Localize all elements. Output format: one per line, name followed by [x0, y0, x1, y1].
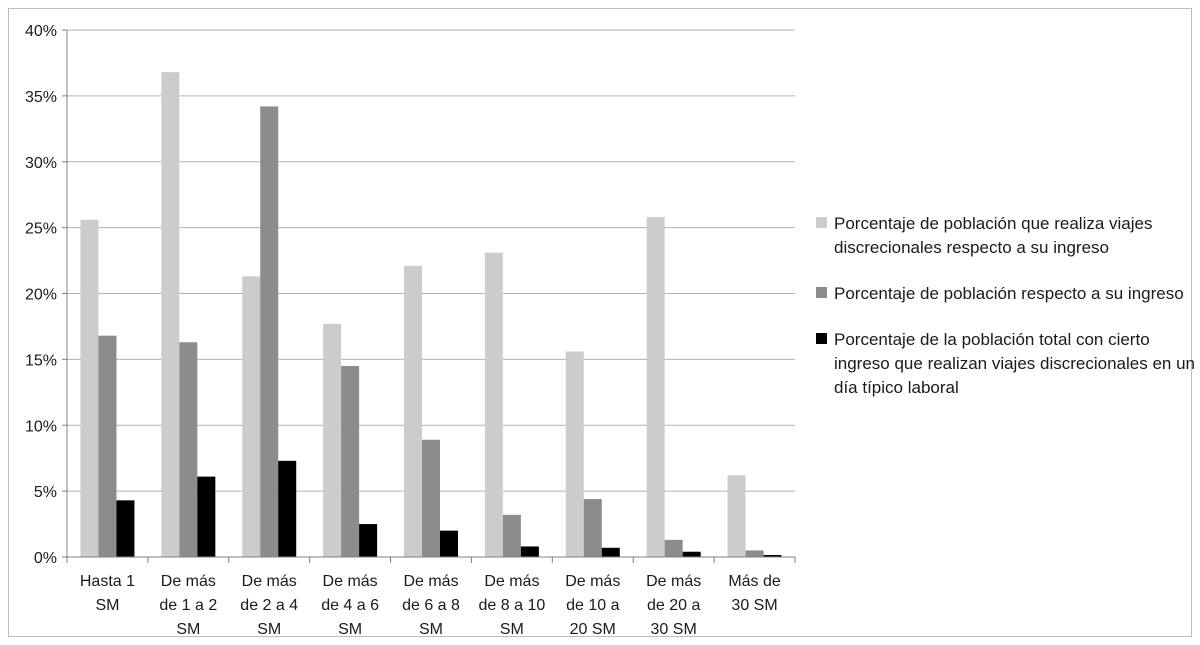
legend-label-series-3: Porcentaje de la población total con cie…: [834, 330, 1195, 397]
x-tick-label: De más de 8 a 10 SM: [479, 573, 546, 638]
bar-series-2: [179, 342, 198, 557]
bar-series-3: [197, 476, 216, 557]
bar-series-1: [727, 475, 746, 557]
bar-series-1: [484, 252, 503, 557]
y-tick-label: 15%: [25, 352, 57, 369]
legend: Porcentaje de población que realiza viaj…: [816, 212, 1196, 422]
bar-series-3: [763, 555, 782, 557]
x-tick-label: Más de 30 SM: [728, 573, 781, 614]
legend-item-series-3: Porcentaje de la población total con cie…: [816, 328, 1196, 400]
y-tick-label: 0%: [34, 550, 57, 567]
chart-frame: [8, 8, 1192, 637]
x-tick-label: De más de 6 a 8 SM: [402, 573, 460, 638]
x-tick-label: De más de 4 a 6 SM: [321, 573, 379, 638]
bar-series-3: [359, 524, 378, 557]
legend-label-series-2: Porcentaje de población respecto a su in…: [834, 284, 1184, 303]
y-tick-label: 5%: [34, 484, 57, 501]
bars: [80, 72, 782, 557]
axes: [62, 29, 796, 563]
legend-item-series-1: Porcentaje de población que realiza viaj…: [816, 212, 1196, 260]
bar-series-3: [682, 551, 701, 557]
y-tick-label: 30%: [25, 155, 57, 172]
y-tick-label: 25%: [25, 221, 57, 238]
x-tick-label: De más de 10 a 20 SM: [565, 573, 620, 638]
bar-series-1: [565, 351, 584, 557]
x-tick-label: De más de 20 a 30 SM: [646, 573, 701, 638]
bar-series-1: [646, 217, 665, 557]
bar-series-3: [520, 546, 539, 557]
y-tick-label: 40%: [25, 23, 57, 40]
bar-series-2: [583, 499, 602, 557]
bar-series-2: [664, 539, 683, 557]
y-tick-label: 20%: [25, 287, 57, 304]
bar-series-1: [161, 72, 180, 557]
bar-series-3: [440, 530, 458, 557]
bar-series-3: [601, 547, 620, 557]
bar-series-1: [242, 276, 261, 557]
bar-series-2: [341, 365, 360, 557]
legend-swatch-series-3: [816, 333, 827, 344]
legend-item-series-2: Porcentaje de población respecto a su in…: [816, 282, 1196, 306]
x-tick-label: De más de 1 a 2 SM: [159, 573, 217, 638]
x-tick-label: De más de 2 a 4 SM: [240, 573, 298, 638]
y-axis-ticks: 0% 5% 10% 15% 20% 25% 30% 35% 40%: [25, 23, 57, 567]
bar-series-2: [260, 106, 279, 557]
bar-series-2: [422, 439, 440, 557]
legend-swatch-series-1: [816, 217, 827, 228]
legend-label-series-1: Porcentaje de población que realiza viaj…: [834, 214, 1153, 257]
y-tick-label: 10%: [25, 418, 57, 435]
legend-swatch-series-2: [816, 287, 827, 298]
bar-series-2: [98, 335, 117, 557]
bar-series-3: [278, 460, 297, 557]
bar-series-1: [80, 219, 99, 557]
bar-series-1: [323, 323, 342, 557]
gridlines: [67, 29, 795, 492]
bar-series-3: [116, 500, 135, 557]
bar-series-2: [745, 550, 764, 557]
bar-series-2: [502, 514, 521, 557]
x-tick-label: Hasta 1 SM: [80, 573, 135, 614]
y-tick-label: 35%: [25, 89, 57, 106]
bar-series-1: [404, 265, 422, 557]
